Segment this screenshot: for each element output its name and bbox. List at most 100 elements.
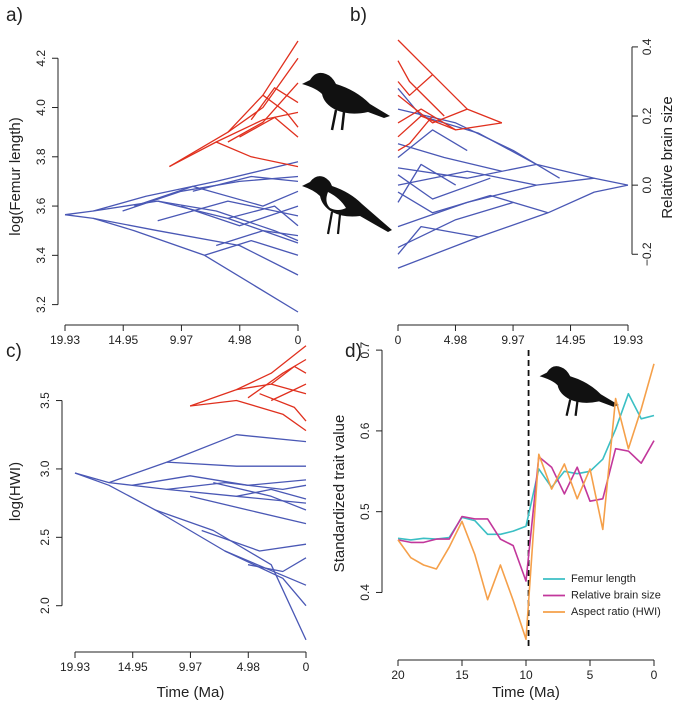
y-tick-label: −0.2	[640, 242, 654, 266]
y-tick-label: 2.5	[38, 529, 52, 546]
branch	[397, 201, 514, 248]
x-tick-label: 9.97	[170, 333, 194, 347]
x-tick-label: 4.98	[237, 660, 261, 674]
branch	[397, 163, 457, 203]
branch	[122, 175, 299, 212]
branch	[397, 74, 434, 96]
x-tick-label: 19.93	[613, 333, 643, 347]
y-tick-label: 0.4	[358, 584, 372, 601]
branch	[227, 57, 299, 133]
panel-label: d)	[345, 341, 362, 362]
branch	[236, 488, 307, 500]
x-tick-label: 14.95	[556, 333, 586, 347]
x-tick-label: 4.98	[228, 333, 252, 347]
x-tick-label: 5	[587, 668, 594, 682]
branch	[227, 82, 299, 143]
branch	[259, 393, 307, 422]
branch	[397, 108, 560, 179]
branch	[157, 200, 299, 242]
legend-label: Aspect ratio (HWI)	[571, 606, 661, 618]
y-tick-label: 0.5	[358, 503, 372, 520]
branch	[397, 191, 549, 214]
branch	[190, 399, 307, 432]
branch	[227, 205, 299, 227]
branch	[270, 365, 307, 385]
magpie-silhouette	[302, 176, 392, 235]
y-tick-label: 0.4	[640, 38, 654, 55]
y-tick-label: 2.0	[38, 597, 52, 614]
branch	[189, 345, 307, 407]
branch	[397, 184, 629, 269]
branch	[397, 115, 502, 138]
branch	[180, 205, 299, 227]
y-tick-label: 4.0	[34, 99, 48, 116]
x-tick-label: 0	[651, 668, 658, 682]
legend-label: Femur length	[571, 573, 636, 585]
y-tick-label: 3.2	[34, 296, 48, 313]
branch	[270, 383, 307, 402]
branch	[204, 239, 299, 256]
branch	[397, 143, 503, 172]
panel-label: b)	[350, 5, 367, 26]
branch	[131, 475, 307, 486]
branch	[201, 529, 307, 552]
y-tick-label: 0.2	[640, 107, 654, 124]
x-tick-label: 14.95	[108, 333, 138, 347]
branch	[169, 111, 299, 168]
panel-label: a)	[6, 5, 23, 26]
branch	[397, 163, 595, 179]
branch	[397, 115, 434, 152]
branch	[247, 557, 307, 573]
branch	[216, 230, 299, 247]
x-tick-label: 20	[391, 668, 405, 682]
y-axis-label: Relative brain size	[659, 96, 676, 219]
branch	[93, 161, 299, 212]
branch	[157, 200, 299, 222]
y-axis-label: log(HWI)	[7, 462, 24, 521]
x-tick-label: 4.98	[444, 333, 468, 347]
y-tick-label: 3.4	[34, 247, 48, 264]
x-tick-label: 9.97	[179, 660, 203, 674]
crow-silhouette	[539, 366, 619, 417]
x-tick-label: 10	[519, 668, 533, 682]
branch	[397, 87, 537, 165]
legend-label: Relative brain size	[571, 589, 661, 601]
x-tick-label: 15	[455, 668, 469, 682]
y-tick-label: 0.0	[640, 176, 654, 193]
branch	[64, 200, 299, 244]
y-tick-label: 0.6	[358, 422, 372, 439]
y-tick-label: 0.7	[358, 341, 372, 358]
x-tick-label: 0	[303, 660, 310, 674]
y-axis-label: Standardized trait value	[331, 415, 348, 573]
branch	[239, 116, 299, 138]
branch	[397, 60, 445, 117]
branch	[155, 509, 307, 641]
x-tick-label: 0	[395, 333, 402, 347]
branch	[166, 434, 307, 463]
x-tick-label: 14.95	[118, 660, 148, 674]
branch	[64, 214, 299, 313]
branch	[397, 129, 468, 159]
crow-silhouette	[302, 72, 390, 131]
x-tick-label: 19.93	[50, 333, 80, 347]
branch	[224, 550, 307, 607]
y-tick-label: 3.5	[38, 392, 52, 409]
y-tick-label: 3.0	[38, 460, 52, 477]
branch	[169, 40, 299, 168]
x-tick-label: 0	[295, 333, 302, 347]
y-tick-label: 3.8	[34, 148, 48, 165]
branch	[134, 185, 299, 207]
panel-label: c)	[6, 341, 22, 362]
branch	[397, 108, 457, 131]
branch	[397, 225, 479, 255]
x-axis-label: Time (Ma)	[492, 684, 560, 701]
branch	[166, 481, 307, 491]
branch	[108, 461, 306, 484]
branch	[262, 94, 299, 128]
y-tick-label: 4.2	[34, 50, 48, 67]
branch	[213, 481, 307, 511]
x-axis-label: Time (Ma)	[157, 684, 225, 701]
branch	[397, 170, 537, 186]
y-axis-label: log(Femur length)	[7, 117, 24, 235]
